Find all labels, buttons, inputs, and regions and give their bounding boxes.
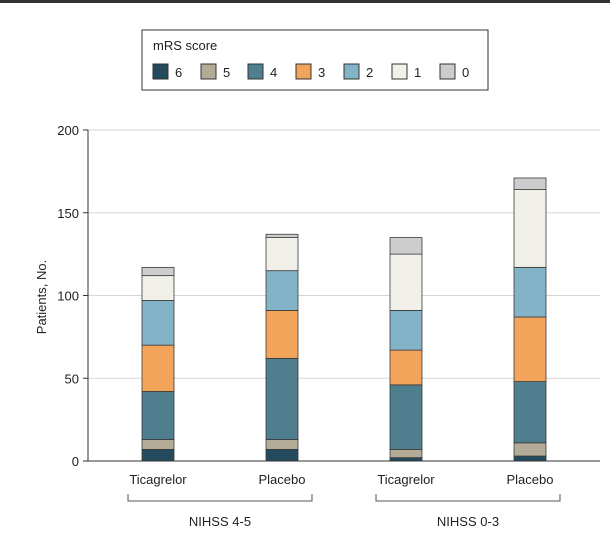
bar-segment-2-mrs-6 [265,449,299,462]
bar-segment-1-mrs-2 [141,300,175,346]
bar-segment-4-mrs-0 [513,177,547,190]
x-tick-label-1: Ticagrelor [129,472,187,487]
y-axis-ticks: 0 50 100 150 200 [57,123,88,469]
bar-segment-4-mrs-1 [513,189,547,268]
bar-segment-3-mrs-5 [389,449,423,459]
bar-segment-4-mrs-2 [513,266,547,318]
group-brackets: NIHSS 4-5 NIHSS 0-3 [127,494,561,529]
bar-segment-3-mrs-3 [389,349,423,386]
bar-segment-4-mrs-4 [513,381,547,444]
legend-swatch-6 [152,63,169,80]
legend-swatch-5 [200,63,217,80]
bar-segment-2-mrs-4 [265,357,299,440]
legend-items: 6 5 4 3 2 1 0 [152,63,469,80]
bar-segment-3-mrs-1 [389,253,423,311]
y-tick-label-50: 50 [65,371,79,386]
legend-label-4: 4 [270,65,277,80]
bar-segment-2-mrs-2 [265,270,299,311]
bar-segment-1-mrs-0 [141,266,175,277]
legend-label-5: 5 [223,65,230,80]
bar-segment-2-mrs-1 [265,237,299,272]
bar-segment-1-mrs-5 [141,439,175,450]
x-tick-label-4: Placebo [507,472,554,487]
bar-segment-3-mrs-2 [389,309,423,351]
legend-box [141,29,489,91]
group-bracket-2 [375,494,561,502]
legend-label-2: 2 [366,65,373,80]
y-axis-label: Patients, No. [34,260,49,334]
bar-segment-1-mrs-6 [141,449,175,462]
bar-segment-4-mrs-6 [513,455,547,462]
bar-segment-1-mrs-4 [141,391,175,440]
bar-segment-3-mrs-4 [389,384,423,450]
bar-segment-1-mrs-3 [141,344,175,392]
legend-label-6: 6 [175,65,182,80]
x-axis-tick-labels: Ticagrelor Placebo Ticagrelor Placebo [129,472,553,487]
y-tick-label-200: 200 [57,123,79,138]
bar-segment-1-mrs-1 [141,275,175,301]
x-tick-label-3: Ticagrelor [377,472,435,487]
y-tick-label-150: 150 [57,206,79,221]
bar-segment-2-mrs-5 [265,439,299,450]
group-bracket-1 [127,494,313,502]
bars [141,177,547,462]
group-label-2: NIHSS 0-3 [437,514,499,529]
bar-segment-4-mrs-5 [513,442,547,457]
legend-label-3: 3 [318,65,325,80]
legend-label-0: 0 [462,65,469,80]
legend-swatch-3 [295,63,312,80]
bar-segment-3-mrs-0 [389,237,423,255]
bar-segment-2-mrs-3 [265,309,299,359]
legend-swatch-1 [391,63,408,80]
y-tick-label-0: 0 [72,454,79,469]
legend-title: mRS score [153,38,217,53]
bar-segment-4-mrs-3 [513,316,547,382]
x-tick-label-2: Placebo [259,472,306,487]
legend: mRS score 6 5 4 3 2 1 0 [141,29,489,91]
bar-segment-2-mrs-0 [265,233,299,238]
legend-swatch-4 [247,63,264,80]
y-tick-label-100: 100 [57,289,79,304]
top-rule [0,0,610,3]
legend-swatch-0 [439,63,456,80]
legend-swatch-2 [343,63,360,80]
group-label-1: NIHSS 4-5 [189,514,251,529]
legend-label-1: 1 [414,65,421,80]
